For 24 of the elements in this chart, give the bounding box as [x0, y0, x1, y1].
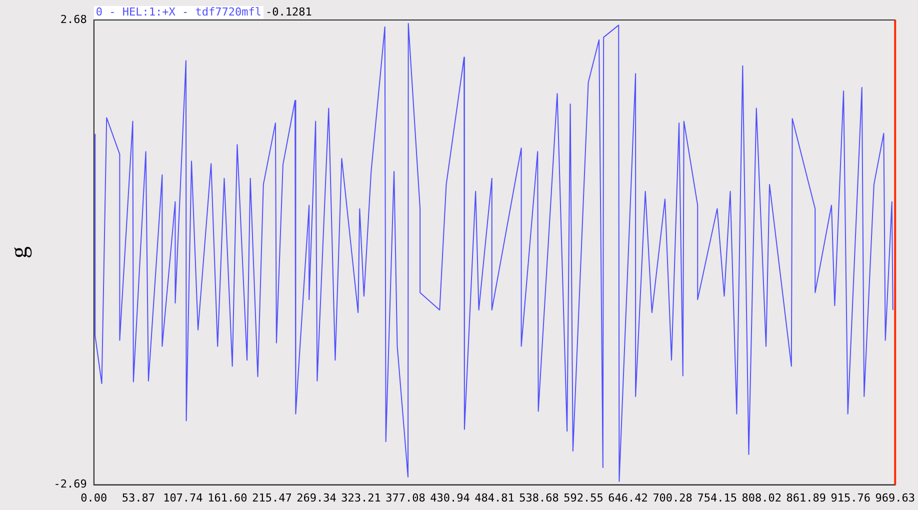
x-tick-label: 969.63	[875, 491, 916, 504]
x-tick-label: 646.42	[608, 491, 648, 504]
x-tick-label: 161.60	[208, 491, 248, 504]
x-tick-label: 377.08	[386, 491, 426, 504]
y-axis-title: g	[6, 246, 33, 258]
x-tick-label: 0.00	[80, 491, 108, 504]
x-tick-label: 53.87	[122, 491, 155, 504]
x-tick-label: 107.74	[163, 491, 204, 504]
x-tick-label: 430.94	[430, 491, 470, 504]
x-tick-label: 269.34	[296, 491, 337, 504]
x-tick-label: 808.02	[742, 491, 782, 504]
x-tick-label: 592.55	[564, 491, 604, 504]
x-tick-label: 484.81	[474, 491, 514, 504]
x-tick-label: 861.89	[786, 491, 826, 504]
chart-title: 0 - HEL:1:+X - tdf7720mfl	[96, 5, 262, 18]
x-tick-label: 754.15	[697, 491, 737, 504]
x-tick-label: 915.76	[830, 491, 870, 504]
x-tick-label: 700.28	[652, 491, 692, 504]
x-tick-label: 323.21	[341, 491, 381, 504]
x-tick-label: 215.47	[252, 491, 292, 504]
text: -0.1281	[265, 5, 312, 18]
y-tick-label: 2.68	[60, 12, 87, 26]
x-tick-label: 538.68	[519, 491, 559, 504]
y-tick-label: -2.69	[54, 478, 87, 491]
